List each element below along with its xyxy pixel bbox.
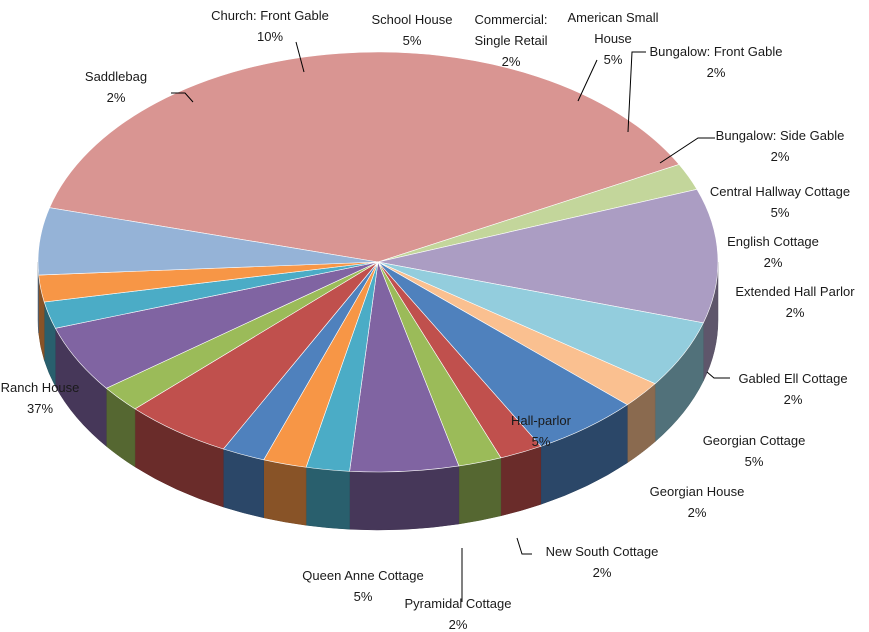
slice-side-extended-hall-parlor [263, 459, 307, 526]
label-name: Hall-parlor [511, 413, 572, 428]
slice-church-front-gable [377, 188, 719, 324]
label-english-cottage: English Cottage 2% [727, 234, 819, 270]
label-value: 37% [27, 401, 53, 416]
pie-top [37, 51, 719, 473]
label-value: 2% [707, 65, 726, 80]
label-name: English Cottage [727, 234, 819, 249]
leader-line-american-small-house [577, 59, 598, 102]
label-name: Extended Hall Parlor [735, 284, 855, 299]
slice-side-central-hallway-cottage [349, 465, 460, 531]
label-name: Pyramidal Cottage [405, 596, 512, 611]
leader-line-saddlebag [171, 92, 194, 103]
label-name: Georgian House [650, 484, 745, 499]
label-value: 2% [771, 149, 790, 164]
slice-labels: Ranch House 37% Saddlebag 2% Church: Front G… [1, 8, 856, 632]
label-value: 2% [784, 392, 803, 407]
label-queen-anne-cottage: Queen Anne Cottage 5% [302, 568, 423, 604]
label-value: 5% [745, 454, 764, 469]
label-name: Queen Anne Cottage [302, 568, 423, 583]
leader-lines [171, 41, 730, 602]
label-georgian-house: Georgian House 2% [650, 484, 745, 520]
leader-line-bungalow-front-gable [627, 51, 646, 133]
label-name: New South Cottage [546, 544, 659, 559]
label-american-small-house: American Small House 5% [567, 10, 658, 67]
slice-side-bungalow-front-gable [500, 446, 542, 517]
leader-line-gabled-ell-cottage [706, 371, 730, 379]
label-value: 5% [771, 205, 790, 220]
label-value: 5% [604, 52, 623, 67]
leader-line-new-south-cottage [516, 537, 532, 555]
label-name: Single Retail [475, 33, 548, 48]
label-name: Georgian Cottage [703, 433, 806, 448]
label-bungalow-front-gable: Bungalow: Front Gable 2% [650, 44, 783, 80]
leader-line-bungalow-side-gable [659, 137, 715, 164]
label-name: House [594, 31, 632, 46]
leader-line-church-front-gable [295, 41, 305, 73]
label-gabled-ell-cottage: Gabled Ell Cottage 2% [738, 371, 847, 407]
slice-side-bungalow-side-gable [458, 457, 502, 525]
slice-ranch-house [49, 51, 680, 263]
slice-side-english-cottage [305, 466, 350, 530]
label-value: 2% [502, 54, 521, 69]
label-bungalow-side-gable: Bungalow: Side Gable 2% [716, 128, 845, 164]
label-pyramidal-cottage: Pyramidal Cottage 2% [405, 596, 512, 632]
label-church-front-gable: Church: Front Gable 10% [211, 8, 329, 44]
label-saddlebag: Saddlebag 2% [85, 69, 147, 105]
pie-depth [37, 261, 719, 531]
label-value: 2% [688, 505, 707, 520]
label-new-south-cottage: New South Cottage 2% [546, 544, 659, 580]
label-name: Gabled Ell Cottage [738, 371, 847, 386]
label-name: Bungalow: Side Gable [716, 128, 845, 143]
label-value: 5% [532, 434, 551, 449]
label-value: 2% [786, 305, 805, 320]
label-ranch-house: Ranch House 37% [1, 380, 80, 416]
label-value: 2% [593, 565, 612, 580]
label-name: Commercial: [475, 12, 548, 27]
label-name: Central Hallway Cottage [710, 184, 850, 199]
label-value: 5% [354, 589, 373, 604]
label-value: 5% [403, 33, 422, 48]
label-name: School House [372, 12, 453, 27]
label-name: Ranch House [1, 380, 80, 395]
label-name: Bungalow: Front Gable [650, 44, 783, 59]
label-hall-parlor: Hall-parlor 5% [511, 413, 572, 449]
label-central-hallway-cottage: Central Hallway Cottage 5% [710, 184, 850, 220]
label-georgian-cottage: Georgian Cottage 5% [703, 433, 806, 469]
label-extended-hall-parlor: Extended Hall Parlor 2% [735, 284, 855, 320]
label-value: 2% [764, 255, 783, 270]
label-name: Church: Front Gable [211, 8, 329, 23]
slice-side-gabled-ell-cottage [223, 448, 264, 519]
label-name: Saddlebag [85, 69, 147, 84]
slice-queen-anne-cottage [37, 207, 379, 276]
label-value: 2% [449, 617, 468, 632]
label-value: 10% [257, 29, 283, 44]
label-school-house: School House 5% [372, 12, 453, 48]
label-name: American Small [567, 10, 658, 25]
label-commercial-single-retail: Commercial: Single Retail 2% [475, 12, 548, 69]
label-value: 2% [107, 90, 126, 105]
